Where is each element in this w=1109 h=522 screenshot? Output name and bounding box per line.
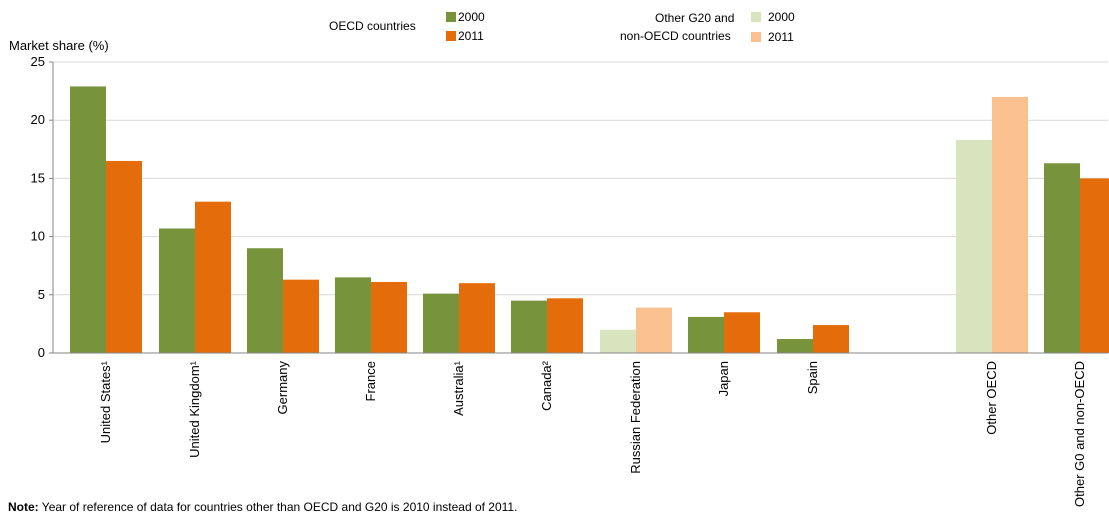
bar-2000-2 <box>247 248 283 353</box>
y-tick-label: 20 <box>31 112 45 127</box>
bar-2011-7 <box>724 312 760 353</box>
legend-swatch-g20-2000 <box>751 12 761 22</box>
bar-2000-1 <box>159 228 195 353</box>
bar-2000-4 <box>423 293 459 353</box>
bar-2011-4 <box>459 283 495 353</box>
bar-2000-8 <box>777 339 813 353</box>
x-tick-label: Japan <box>716 361 731 396</box>
bar-2000-6 <box>600 329 636 353</box>
bar-2011-3 <box>371 281 407 353</box>
x-tick-label: United States¹ <box>98 360 113 443</box>
x-tick-label: Australia¹ <box>451 360 466 416</box>
y-tick-labels: 0 5 10 15 20 25 <box>31 54 45 360</box>
footnote-label: Note: <box>8 500 39 514</box>
bar-2011-9 <box>992 96 1028 354</box>
y-axis-label: Market share (%) <box>9 38 109 53</box>
legend-swatch-g20-2011 <box>751 32 761 42</box>
bar-2000-10 <box>1044 163 1080 353</box>
legend-g20-2000: 2000 <box>768 10 795 24</box>
x-tick-label: Spain <box>805 361 820 394</box>
bar-2011-6 <box>636 307 672 353</box>
axes <box>49 61 1108 354</box>
bar-2011-2 <box>283 279 319 353</box>
y-tick-label: 5 <box>38 287 45 302</box>
x-tick-label: Canada² <box>539 360 554 411</box>
bar-2011-5 <box>547 298 583 353</box>
legend-oecd-2000: 2000 <box>458 10 485 24</box>
bar-2011-8 <box>813 325 849 353</box>
legend-g20-label-line2: non-OECD countries <box>620 29 731 43</box>
bar-2011-10 <box>1080 178 1109 353</box>
footnote: Note: Year of reference of data for coun… <box>8 500 517 514</box>
bar-2000-7 <box>688 316 724 353</box>
bar-2000-9 <box>956 139 992 353</box>
bar-2000-3 <box>335 277 371 353</box>
y-tick-label: 15 <box>31 170 45 185</box>
bar-2000-0 <box>70 86 106 353</box>
legend-oecd-2011: 2011 <box>458 29 484 43</box>
x-tick-label: Other OECD <box>984 361 999 435</box>
x-tick-label: United Kingdom¹ <box>187 360 202 457</box>
x-tick-label: Russian Federation <box>628 361 643 474</box>
y-tick-label: 0 <box>38 345 45 360</box>
x-tick-label: France <box>363 361 378 401</box>
x-tick-labels: United States¹ United Kingdom¹ Germany Fran… <box>98 360 1087 507</box>
bar-2011-1 <box>195 201 231 353</box>
legend-swatch-oecd-2011 <box>446 31 456 41</box>
y-tick-label: 10 <box>31 229 45 244</box>
bar-2011-0 <box>106 160 142 353</box>
bar-2000-5 <box>511 300 547 353</box>
x-tick-label: Other G0 and non-OECD <box>1072 361 1087 507</box>
legend-swatch-oecd-2000 <box>446 12 456 22</box>
x-tick-label: Germany <box>275 361 290 415</box>
legend-oecd-label: OECD countries <box>329 19 416 33</box>
bars <box>70 86 1109 354</box>
footnote-text: Year of reference of data for countries … <box>41 500 518 514</box>
y-tick-label: 25 <box>31 54 45 69</box>
legend-g20-label-line1: Other G20 and <box>655 11 735 25</box>
legend-g20-2011: 2011 <box>768 30 794 44</box>
